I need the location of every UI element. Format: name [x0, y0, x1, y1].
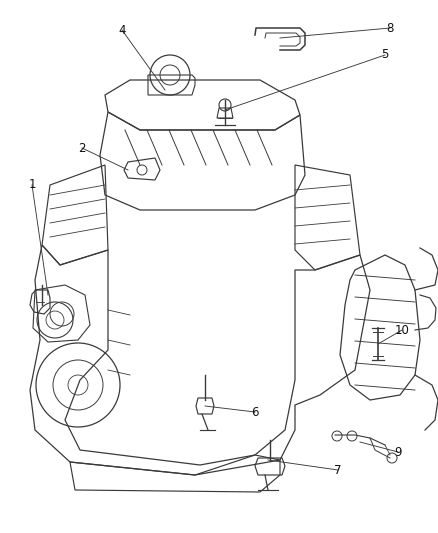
Text: 8: 8 — [386, 21, 394, 35]
Text: 1: 1 — [28, 179, 36, 191]
Text: 5: 5 — [381, 49, 389, 61]
Text: 9: 9 — [394, 446, 402, 458]
Text: 6: 6 — [251, 406, 259, 418]
Text: 10: 10 — [395, 324, 410, 336]
Text: 7: 7 — [334, 464, 342, 477]
Text: 2: 2 — [78, 141, 86, 155]
Text: 4: 4 — [118, 23, 126, 36]
